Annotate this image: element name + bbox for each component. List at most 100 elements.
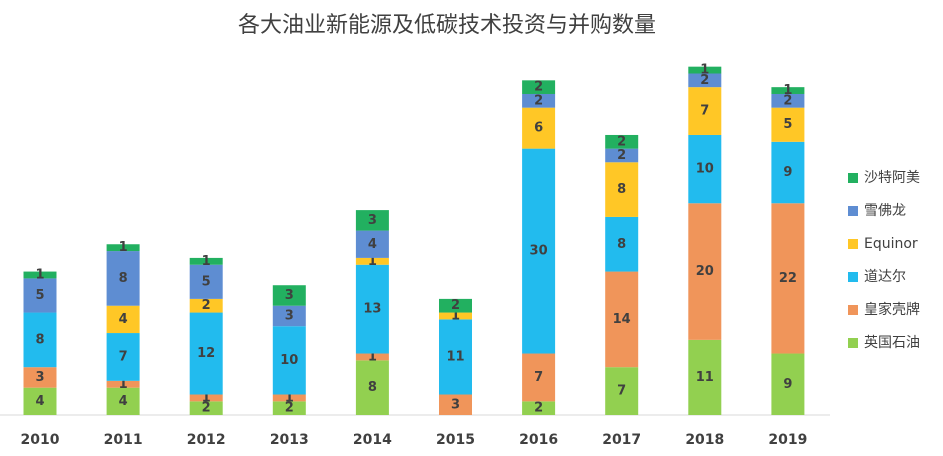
bar-segment (605, 134, 639, 149)
bar-segment (189, 264, 223, 299)
bar-segment (522, 401, 556, 415)
data-label: 5 (35, 288, 44, 303)
bar-segment (272, 401, 306, 415)
data-label: 7 (119, 349, 128, 364)
data-label: 5 (783, 117, 792, 132)
bar-segment (439, 312, 472, 320)
bar-segment (355, 264, 389, 354)
bar-segment (688, 134, 722, 204)
data-label: 2 (202, 401, 211, 416)
data-label: 2 (700, 73, 709, 88)
bar-segment (688, 87, 722, 135)
data-label: 2 (285, 401, 294, 416)
bar-segment (688, 73, 722, 88)
x-tick-label: 2013 (270, 432, 309, 448)
data-label: 3 (451, 397, 460, 412)
bar-segment (106, 333, 140, 381)
data-label: 2 (534, 80, 543, 95)
data-label: 8 (617, 182, 626, 197)
bar-segment (189, 298, 223, 313)
data-label: 1 (451, 308, 460, 323)
data-label: 8 (368, 380, 377, 395)
data-label: 11 (696, 370, 714, 385)
bar-segment (355, 257, 389, 265)
bar-segment (189, 257, 223, 265)
data-label: 1 (35, 267, 44, 282)
data-label: 4 (119, 312, 128, 327)
bar-segment (522, 107, 556, 149)
data-label: 9 (783, 165, 792, 180)
data-label: 11 (446, 349, 464, 364)
x-tick-label: 2011 (104, 432, 143, 448)
data-label: 9 (783, 377, 792, 392)
bar-segment (106, 305, 140, 334)
legend-swatch (848, 338, 858, 348)
x-tick-label: 2017 (602, 432, 641, 448)
bar-segment (605, 367, 639, 415)
data-label: 1 (202, 390, 211, 405)
bar-segment (522, 148, 556, 354)
data-label: 3 (35, 370, 44, 385)
data-label: 13 (363, 302, 381, 317)
data-label: 1 (119, 240, 128, 255)
bar-segment (771, 203, 805, 354)
x-tick-label: 2015 (436, 432, 475, 448)
bar-segment (605, 162, 639, 217)
bar-segment (189, 312, 223, 395)
bar-segment (522, 93, 556, 108)
bar-segment (355, 230, 389, 258)
x-tick-label: 2016 (519, 432, 558, 448)
x-tick-label: 2010 (21, 432, 60, 448)
data-label: 5 (202, 274, 211, 289)
x-tick-label: 2019 (768, 432, 807, 448)
legend-swatch (848, 272, 858, 282)
bar-segment (439, 298, 472, 313)
legend-label: Equinor (864, 236, 918, 252)
bar-segment (355, 360, 389, 415)
data-label: 7 (700, 104, 709, 119)
bar-segment (23, 278, 57, 313)
data-label: 6 (534, 121, 543, 136)
data-label: 1 (368, 254, 377, 269)
data-label: 7 (534, 370, 543, 385)
data-label: 2 (617, 134, 626, 149)
legend-label: 沙特阿美 (864, 170, 920, 186)
data-label: 8 (35, 332, 44, 347)
bar-segment (23, 387, 57, 415)
data-label: 2 (202, 298, 211, 313)
bar-segment (23, 367, 57, 388)
bar-segment (439, 319, 472, 395)
data-label: 3 (368, 213, 377, 228)
data-label: 2 (534, 401, 543, 416)
bar-segment (272, 394, 306, 402)
x-tick-label: 2014 (353, 432, 392, 448)
data-label: 12 (197, 346, 215, 361)
legend-label: 雪佛龙 (864, 203, 906, 219)
bar-segment (605, 271, 639, 368)
data-label: 2 (534, 93, 543, 108)
data-label: 14 (613, 312, 631, 327)
bar-segment (605, 216, 639, 272)
bar-segment (355, 353, 389, 361)
data-label: 4 (35, 394, 44, 409)
bar-segment (272, 285, 306, 306)
legend-swatch (848, 239, 858, 249)
data-label: 2 (783, 93, 792, 108)
bar-segment (106, 380, 140, 388)
data-label: 7 (617, 384, 626, 399)
legend-swatch (848, 305, 858, 315)
bar-segment (605, 148, 639, 163)
data-label: 2 (617, 148, 626, 163)
bar-segment (771, 87, 805, 94)
bar-segment (522, 353, 556, 402)
data-label: 3 (285, 288, 294, 303)
bar-segment (106, 244, 140, 252)
bar-segment (771, 141, 805, 204)
data-label: 3 (285, 308, 294, 323)
bar-segment (688, 339, 722, 415)
data-label: 1 (368, 349, 377, 364)
data-label: 1 (700, 63, 709, 78)
data-label: 10 (696, 162, 714, 177)
bar-segment (272, 305, 306, 327)
data-label: 4 (368, 237, 377, 252)
